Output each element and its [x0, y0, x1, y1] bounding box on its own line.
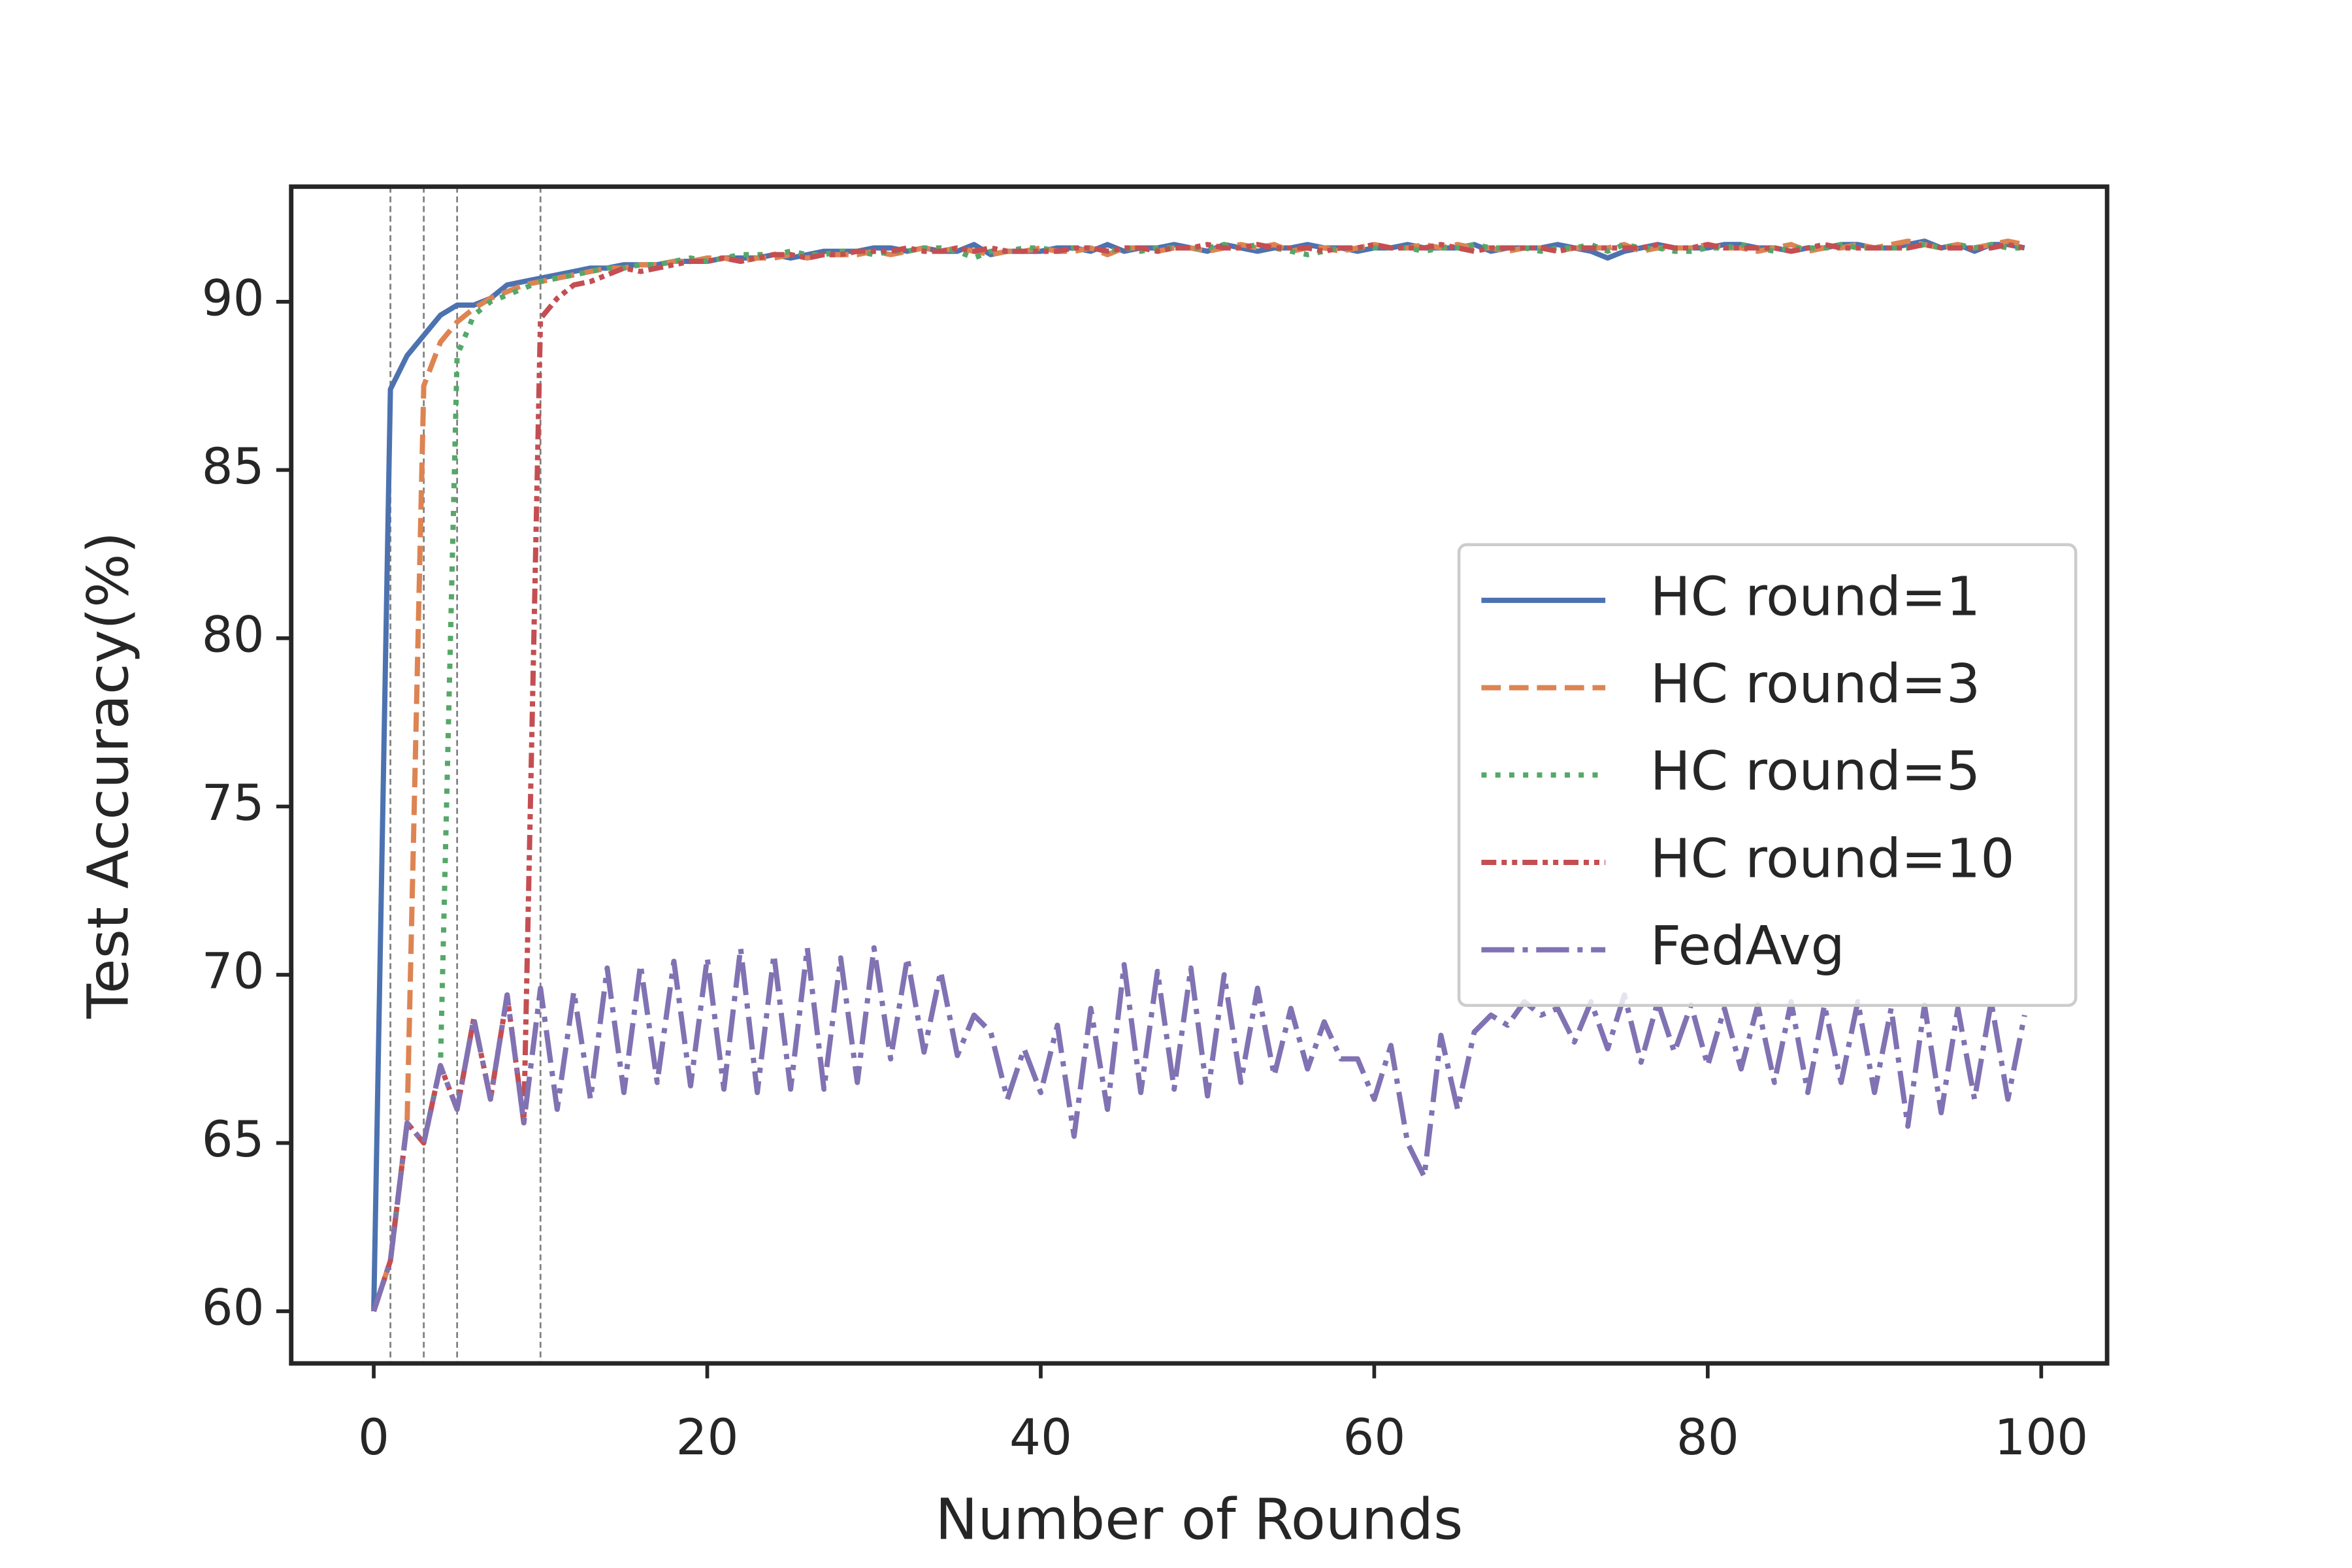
legend-label: HC round=5: [1650, 741, 1981, 803]
y-axis-label: Test Accuracy(%): [75, 532, 141, 1019]
x-tick-label: 20: [676, 1409, 739, 1466]
x-tick-label: 80: [1676, 1409, 1739, 1466]
legend-label: HC round=1: [1650, 566, 1981, 628]
y-tick-label: 90: [202, 269, 265, 327]
x-tick-label: 60: [1343, 1409, 1405, 1466]
y-tick-label: 80: [202, 606, 265, 663]
y-tick-label: 70: [202, 942, 265, 1000]
y-tick-label: 85: [202, 438, 265, 495]
plot-frame: [289, 184, 2110, 1366]
legend-box: [1457, 543, 2078, 1007]
x-tick-label: 40: [1009, 1409, 1072, 1466]
y-tick-label: 65: [202, 1111, 265, 1168]
legend-label: FedAvg: [1650, 915, 1845, 977]
data-line: [371, 945, 2027, 1313]
y-tick-label: 75: [202, 774, 265, 832]
legend-label: HC round=3: [1650, 653, 1981, 715]
y-tick-label: 60: [202, 1279, 265, 1337]
legend-label: HC round=10: [1650, 828, 2015, 890]
data-line: [371, 242, 2025, 1313]
x-tick-label: 0: [358, 1409, 389, 1466]
x-tick-label: 100: [1994, 1409, 2088, 1466]
x-axis-label: Number of Rounds: [936, 1486, 1463, 1552]
